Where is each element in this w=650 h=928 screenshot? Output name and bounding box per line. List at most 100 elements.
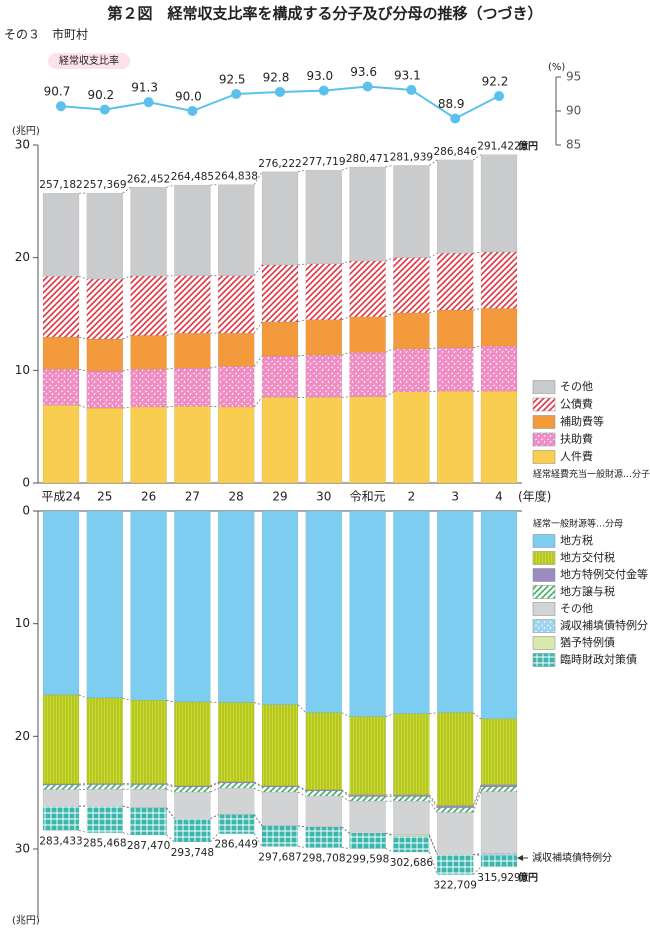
bar-segment [217, 781, 255, 784]
x-tick-label: 2 [408, 490, 416, 504]
connector [341, 826, 350, 834]
bar-segment [305, 354, 342, 398]
bar-segment [305, 790, 342, 797]
bar-segment [261, 171, 299, 266]
bar-segment [261, 791, 299, 827]
connector [429, 159, 438, 166]
bar-segment [437, 510, 474, 713]
bar-segment [86, 697, 124, 784]
bar-segment [217, 406, 255, 484]
connector [254, 782, 263, 788]
bar-segment [305, 319, 342, 356]
bar-segment [480, 718, 518, 785]
connector [210, 814, 219, 819]
bar-segment [349, 260, 386, 318]
connector [297, 785, 306, 791]
connector [472, 786, 482, 809]
legend-swatch [532, 450, 556, 464]
connector [122, 186, 131, 194]
connector [210, 701, 219, 703]
x-tick-label: 26 [141, 490, 156, 504]
connector [297, 791, 306, 797]
connector [253, 355, 263, 367]
connector [472, 712, 482, 720]
connector [297, 846, 306, 848]
bar-segment [349, 396, 386, 484]
connector [122, 697, 131, 701]
legend-label: 経常収支比率 [59, 54, 119, 67]
connector [385, 713, 394, 717]
connector [166, 834, 175, 843]
connector [210, 782, 219, 788]
total-label: 299,598 [346, 854, 389, 866]
bar-segment [393, 796, 430, 802]
x-tick-label: 25 [97, 490, 112, 504]
bar-segment [437, 309, 474, 349]
bar-segment [261, 264, 299, 323]
point [362, 81, 373, 92]
bar-segment [349, 800, 386, 834]
connector [429, 712, 438, 715]
bar-segment [130, 783, 167, 785]
connector [429, 347, 438, 350]
connector [297, 786, 306, 792]
bar-segment [261, 825, 299, 847]
connector [253, 171, 263, 185]
legend-note: 経常一般財源等…分母 [533, 518, 623, 530]
value-label: 92.5 [219, 73, 246, 87]
bar-segment [393, 312, 430, 350]
connector [166, 699, 175, 703]
connector [210, 781, 219, 787]
bar-segment [393, 794, 430, 797]
bar-segment [349, 510, 386, 717]
connector [341, 847, 350, 849]
connector [297, 825, 306, 828]
connector [122, 832, 131, 836]
bar-segment [174, 786, 211, 793]
connector [78, 829, 87, 834]
connector [253, 833, 263, 847]
connector [297, 169, 306, 173]
connector [341, 789, 350, 796]
connector [254, 787, 263, 793]
bar-segment [261, 786, 299, 793]
x-tick-label: 30 [316, 490, 331, 504]
bar-segment [349, 716, 386, 796]
bar-segment [480, 510, 518, 720]
bar-segment [174, 367, 211, 407]
x-tick-label: 4 [495, 490, 503, 504]
bar-segment [305, 795, 342, 828]
connector [78, 368, 87, 372]
x-tick-label: 平成24 [41, 490, 80, 504]
bar-segment [261, 321, 299, 357]
bar-segment [305, 397, 342, 484]
connector [210, 365, 219, 369]
legend-label: 補助費等 [560, 414, 604, 428]
bar-segment [217, 782, 255, 789]
bar-segment [437, 807, 474, 813]
bar-segment [130, 406, 167, 484]
connector [341, 166, 350, 171]
point [494, 91, 504, 102]
bar-segment [174, 818, 211, 843]
bar-segment [42, 789, 80, 807]
bar-segment [305, 510, 342, 713]
bar-segment [437, 347, 474, 392]
connector [472, 784, 482, 806]
bar-segment [393, 800, 430, 836]
legend-label: 臨時財政対策債 [560, 652, 637, 666]
total-label: 302,686 [390, 857, 434, 869]
connector [473, 251, 482, 254]
connector [385, 257, 394, 262]
total-label: 286,846 [433, 146, 477, 158]
bar-segment [174, 332, 211, 369]
connector [429, 835, 438, 855]
bar-segment [393, 257, 430, 314]
bar-segment [174, 275, 211, 334]
connector [210, 833, 219, 843]
bar-segment [86, 783, 124, 785]
bar-segment [217, 366, 255, 408]
connector [341, 260, 350, 265]
bar-segment [174, 791, 211, 819]
